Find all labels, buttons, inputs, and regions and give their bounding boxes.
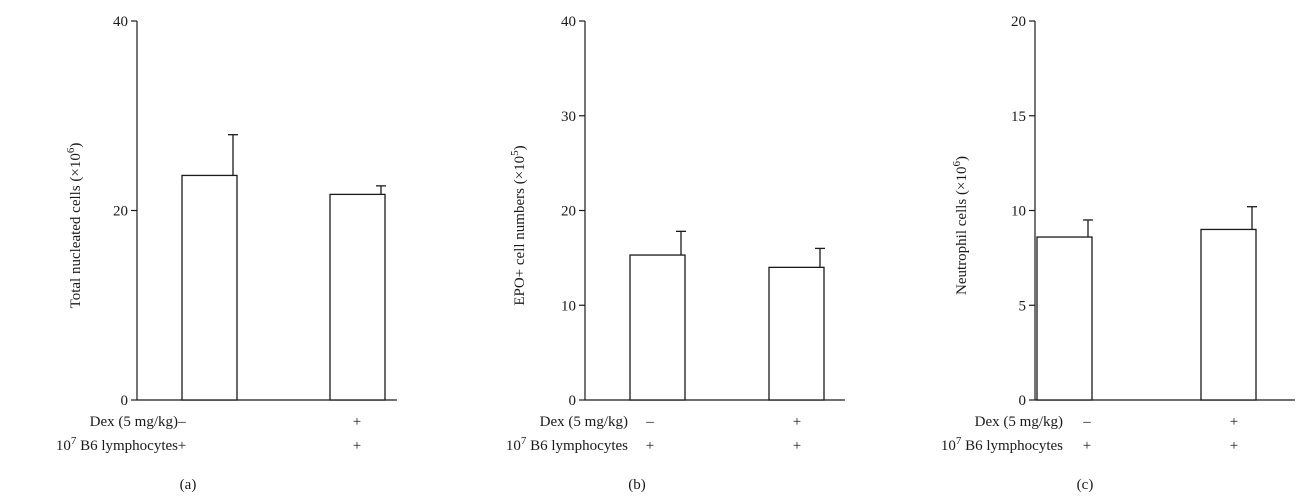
condition-label: Dex (5 mg/kg) [540,414,628,430]
condition-label-superscript: 7 [521,435,527,447]
condition-mark: – [645,414,654,430]
condition-mark: + [646,438,654,454]
bar-1 [181,174,238,401]
y-axis-label-close: ) [512,145,528,150]
condition-mark: + [1230,414,1238,430]
y-axis-label: EPO+ cell numbers (×105) [509,145,528,305]
condition-mark: + [1083,438,1091,454]
y-axis-label-close: ) [68,143,84,148]
bar-2 [768,266,825,401]
condition-label-superscript: 7 [956,435,962,447]
condition-mark: – [177,414,186,430]
y-axis-label: Neutrophil cells (×106) [951,156,970,295]
condition-mark: + [793,438,801,454]
chart-panel-3: 0 5 10 15 20 Neutrophil cells (×106) Dex (5 mg… [941,14,1295,493]
panel-label: (a) [180,477,197,493]
y-axis-label: Total nucleated cells (×106) [65,143,84,309]
panel-label: (b) [628,477,646,493]
bar-1 [1036,236,1093,401]
y-tick-label: 10 [1011,204,1026,220]
y-tick-label: 40 [561,14,576,30]
condition-mark: + [353,414,361,430]
y-tick-label: 5 [1019,298,1027,314]
condition-label: 107 B6 lymphocytes [506,435,628,454]
condition-label-text: Dex (5 mg/kg) [90,414,178,430]
condition-mark: + [793,414,801,430]
condition-label-prefix: 10 [506,438,521,454]
y-axis-label-text: Total nucleated cells (×10 [68,153,84,308]
condition-label: Dex (5 mg/kg) [975,414,1063,430]
condition-mark: + [178,438,186,454]
y-tick-label: 20 [113,204,128,220]
y-tick-label: 0 [569,393,577,409]
condition-mark: + [353,438,361,454]
condition-mark: – [1082,414,1091,430]
y-axis-label-text: EPO+ cell numbers (×10 [512,156,528,306]
condition-label: Dex (5 mg/kg) [90,414,178,430]
condition-label-text: Dex (5 mg/kg) [540,414,628,430]
y-axis-label-superscript: 6 [951,161,963,167]
condition-label: 107 B6 lymphocytes [56,435,178,454]
y-tick-label: 0 [121,393,129,409]
condition-mark: + [1230,438,1238,454]
y-axis-label-text: Neutrophil cells (×10 [954,167,970,295]
condition-label-prefix: 10 [56,438,71,454]
panel-label: (c) [1077,477,1094,493]
chart-panel-2: 0 10 20 30 40 EPO+ cell numbers (×105) Dex (5 … [506,14,845,493]
condition-label-superscript: 7 [71,435,77,447]
y-tick-label: 0 [1019,393,1027,409]
y-tick-label: 10 [561,298,576,314]
bar-2 [1200,228,1257,401]
condition-label-text: B6 lymphocytes [961,438,1063,454]
condition-label-prefix: 10 [941,438,956,454]
y-tick-label: 15 [1011,109,1026,125]
condition-label-text: B6 lymphocytes [526,438,628,454]
condition-label: 107 B6 lymphocytes [941,435,1063,454]
y-tick-label: 20 [1011,14,1026,30]
y-axis-label-superscript: 6 [65,147,77,153]
y-tick-label: 40 [113,14,128,30]
y-axis-label-close: ) [954,156,970,161]
condition-label-text: Dex (5 mg/kg) [975,414,1063,430]
y-axis-label-superscript: 5 [509,150,521,156]
y-tick-label: 20 [561,204,576,220]
bar-2 [329,193,386,401]
chart-panel-1: 0 20 40 Total nucleated cells (×106) Dex (5 … [56,14,397,493]
bar-1 [629,254,686,401]
condition-label-text: B6 lymphocytes [76,438,178,454]
y-tick-label: 30 [561,109,576,125]
